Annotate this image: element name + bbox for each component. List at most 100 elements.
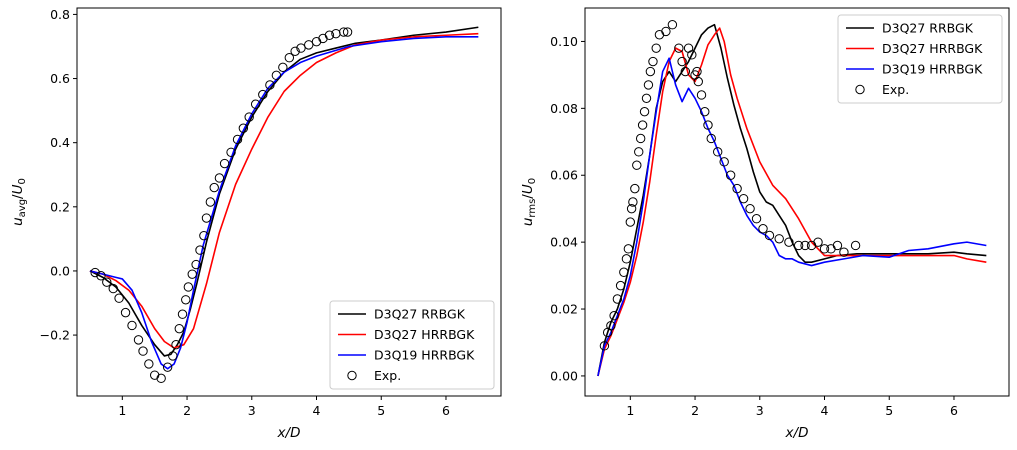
right-panel: 1 2 3 4 5 6 0.00 0.02 0.04 0.06 0.08 0.10 x/D urms/… <box>520 7 1010 441</box>
right-series-exp-point <box>732 183 742 194</box>
left-x-tick-label: 5 <box>377 403 385 418</box>
right-plot-area <box>597 20 987 377</box>
left-series-d3q27-rrbgk-line <box>89 26 479 357</box>
left-legend-entry-d3q27-hrrbgk: D3Q27 HRRBGK <box>338 327 475 342</box>
left-legend-entry-d3q19-hrrbgk: D3Q19 HRRBGK <box>338 348 475 363</box>
right-series-exp-point <box>832 240 843 251</box>
left-series-exp-point <box>177 309 188 319</box>
right-series-exp-point <box>643 80 654 90</box>
right-series-exp-point <box>800 240 810 251</box>
right-series-exp-point <box>696 90 707 100</box>
left-legend-entry-exp-label: Exp. <box>374 368 401 383</box>
right-legend-entry-d3q19-hrrbgk: D3Q19 HRRBGK <box>846 62 983 77</box>
left-legend: D3Q27 RRBGK D3Q27 HRRBGK D3Q19 HRRBGK Exp. <box>329 300 495 390</box>
left-series-exp-point <box>162 362 173 372</box>
right-series-exp-point <box>738 193 749 204</box>
left-series-exp-point <box>232 134 243 145</box>
right-legend-entry-exp: Exp. <box>855 82 909 97</box>
left-series-exp-point <box>250 99 261 109</box>
right-series-d3q27-hrrbgk-line <box>597 27 987 377</box>
right-series-exp-point <box>639 106 650 117</box>
left-series-exp-point <box>96 271 106 281</box>
right-x-tick-label: 6 <box>950 403 958 418</box>
left-series-exp-point <box>205 197 216 207</box>
left-plot-area <box>89 26 479 384</box>
right-legend-entry-exp-label: Exp. <box>882 82 909 97</box>
left-series-exp-point <box>226 147 236 158</box>
left-axes-frame <box>76 7 502 397</box>
right-series-exp-point <box>630 183 640 194</box>
left-series-exp-point <box>284 53 295 63</box>
left-series-exp-point <box>238 123 249 133</box>
right-series-exp-point <box>819 244 830 254</box>
right-legend-entry-d3q27-rrbgk: D3Q27 RRBGK <box>846 21 974 36</box>
left-x-tick-label: 1 <box>118 403 126 418</box>
left-series-exp-point <box>144 359 154 369</box>
left-series-exp-point <box>265 80 275 90</box>
right-series-exp-point <box>839 247 849 257</box>
right-axes-frame <box>584 7 1010 397</box>
right-legend-entry-d3q27-hrrbgk-label: D3Q27 HRRBGK <box>882 41 983 56</box>
left-series-exp-point <box>214 173 225 183</box>
right-series-exp-point <box>751 214 762 224</box>
left-series-exp-point <box>244 112 254 122</box>
left-series-exp-point <box>201 213 212 223</box>
left-series-exp-point <box>339 27 349 37</box>
right-series-exp-point <box>623 244 634 254</box>
right-y-tick-label: 0.00 <box>550 368 578 383</box>
right-series-exp-point <box>651 43 661 53</box>
right-y-axis-label: urms/U0 <box>520 178 538 226</box>
left-series-exp-point <box>278 62 288 73</box>
right-series-d3q19-hrrbgk-line <box>597 57 987 377</box>
left-series-exp-point <box>209 182 219 193</box>
right-series-exp-point <box>645 66 656 77</box>
right-legend-entry-d3q27-hrrbgk: D3Q27 HRRBGK <box>846 41 983 56</box>
left-series-exp-point <box>195 245 205 255</box>
right-series-exp-point <box>687 50 697 60</box>
right-x-axis-label: x/D <box>785 425 809 441</box>
left-series-exp-point <box>342 27 353 37</box>
right-series-exp-point <box>674 43 684 53</box>
right-legend-entry-d3q27-rrbgk-label: D3Q27 RRBGK <box>882 21 974 36</box>
left-legend-entry-d3q27-rrbgk-label: D3Q27 RRBGK <box>374 307 466 322</box>
left-series-exp-point <box>171 339 181 350</box>
left-series-exp-point <box>191 259 201 270</box>
right-legend-box <box>837 14 1003 104</box>
left-series-exp-point <box>271 70 282 81</box>
right-y-tick-label: 0.08 <box>550 101 578 116</box>
right-y-tick-label: 0.04 <box>550 235 578 250</box>
left-series-exp-point <box>156 373 166 384</box>
right-series-exp-point <box>641 93 652 104</box>
left-series-exp <box>90 27 353 384</box>
right-series-exp-point <box>677 56 687 67</box>
right-series-exp-point <box>692 66 702 77</box>
right-x-tick-label: 3 <box>756 403 764 418</box>
left-y-tick-label: 0.0 <box>50 263 70 278</box>
left-series-exp-point <box>304 40 314 50</box>
right-series-exp-point <box>661 26 671 37</box>
left-legend-entry-d3q27-rrbgk: D3Q27 RRBGK <box>338 307 466 322</box>
right-legend: D3Q27 RRBGK D3Q27 HRRBGK D3Q19 HRRBGK Exp. <box>837 14 1003 104</box>
left-legend-box <box>329 300 495 390</box>
right-x-tick-label: 2 <box>691 403 699 418</box>
left-series-exp-point <box>296 43 306 53</box>
right-series-exp-point <box>667 20 678 30</box>
left-series-exp-point <box>102 277 112 287</box>
left-series-exp-point <box>120 307 131 318</box>
right-series-exp-point <box>648 56 658 67</box>
right-series-exp-point <box>703 120 713 130</box>
left-panel: 1 2 3 4 5 6 −0.2 0.0 0.2 0.4 0.6 0.8 x/D uavg/U0 D3… <box>10 7 502 441</box>
left-series-exp-point <box>174 323 184 334</box>
right-x-tick-label: 4 <box>821 403 829 418</box>
right-series-exp-point <box>621 254 632 264</box>
right-series-exp-point <box>609 311 619 321</box>
right-series-exp-point <box>700 106 710 117</box>
left-x-tick-label: 6 <box>442 403 450 418</box>
right-series-exp-point <box>680 66 691 77</box>
right-series-exp-point <box>764 230 775 241</box>
left-series-exp-point <box>149 370 160 380</box>
left-y-tick-label: 0.2 <box>50 199 70 214</box>
right-series-exp-point <box>826 244 836 254</box>
right-series-exp-point <box>634 147 644 157</box>
left-series-exp-point <box>324 30 335 40</box>
